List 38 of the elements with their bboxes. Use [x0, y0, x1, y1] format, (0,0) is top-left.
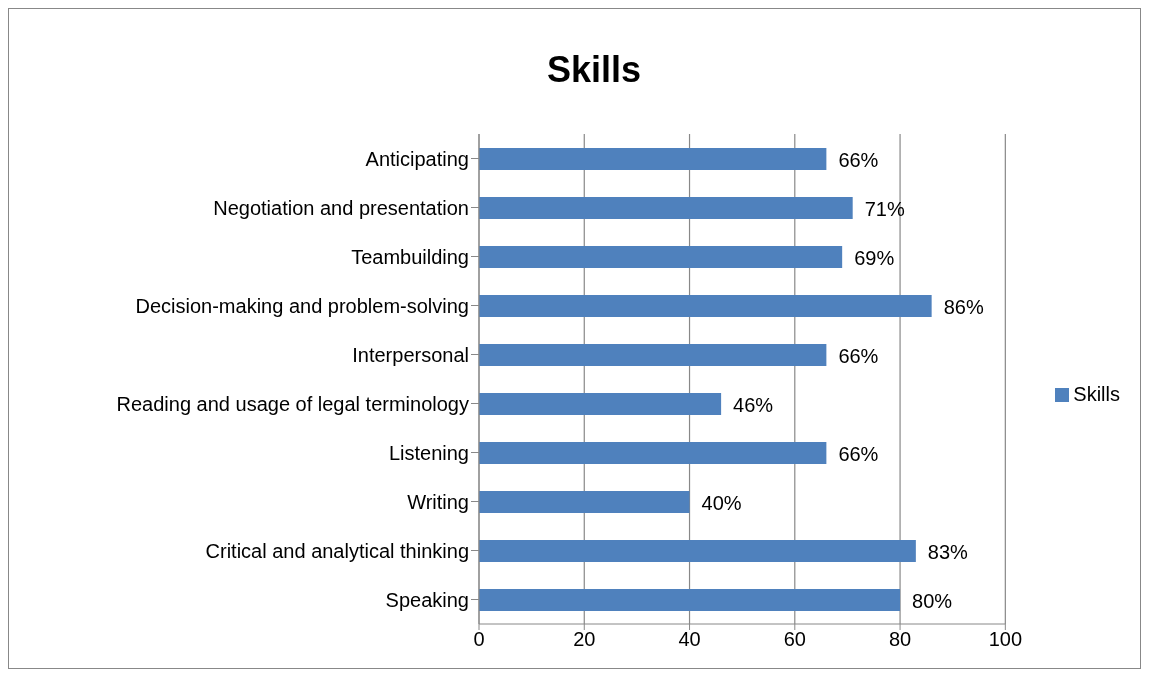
bar	[479, 246, 843, 268]
x-tick-label: 40	[678, 628, 701, 651]
x-tick-label: 80	[888, 628, 912, 651]
data-label: 40%	[701, 492, 742, 514]
data-label: 66%	[838, 443, 879, 465]
chart-title: Skills	[545, 49, 643, 91]
data-label: 80%	[912, 590, 953, 612]
legend-label: Skills	[1073, 382, 1120, 405]
x-tick-label: 100	[988, 628, 1023, 651]
y-tick-label: Writing	[407, 490, 469, 513]
data-label: 83%	[927, 541, 969, 563]
y-tick-label: Anticipating	[365, 147, 469, 170]
bar	[479, 540, 916, 562]
bar	[479, 442, 827, 464]
y-tick-label: Teambuilding	[351, 245, 469, 268]
x-tick-label: 0	[473, 628, 485, 651]
data-label: 69%	[854, 247, 895, 269]
x-tick-label: 20	[573, 628, 596, 651]
y-tick-label: Speaking	[385, 588, 469, 611]
data-label: 66%	[838, 149, 879, 171]
bar	[479, 197, 853, 219]
bar	[479, 589, 901, 611]
y-tick-label: Reading and usage of legal terminology	[116, 392, 469, 415]
data-label: 86%	[943, 296, 984, 318]
data-label: 46%	[733, 394, 774, 416]
data-label: 66%	[838, 345, 879, 367]
x-tick-label: 60	[783, 628, 806, 651]
y-tick-label: Critical and analytical thinking	[205, 539, 469, 562]
bar	[479, 393, 722, 415]
bar	[479, 491, 690, 513]
y-tick-label: Decision-making and problem-solving	[135, 294, 469, 317]
y-tick-label: Negotiation and presentation	[213, 196, 469, 219]
bar	[479, 148, 827, 170]
bar	[479, 344, 827, 366]
data-label: 71%	[864, 198, 905, 220]
bar	[479, 295, 932, 317]
y-tick-label: Interpersonal	[352, 343, 469, 366]
y-tick-label: Listening	[388, 441, 469, 464]
